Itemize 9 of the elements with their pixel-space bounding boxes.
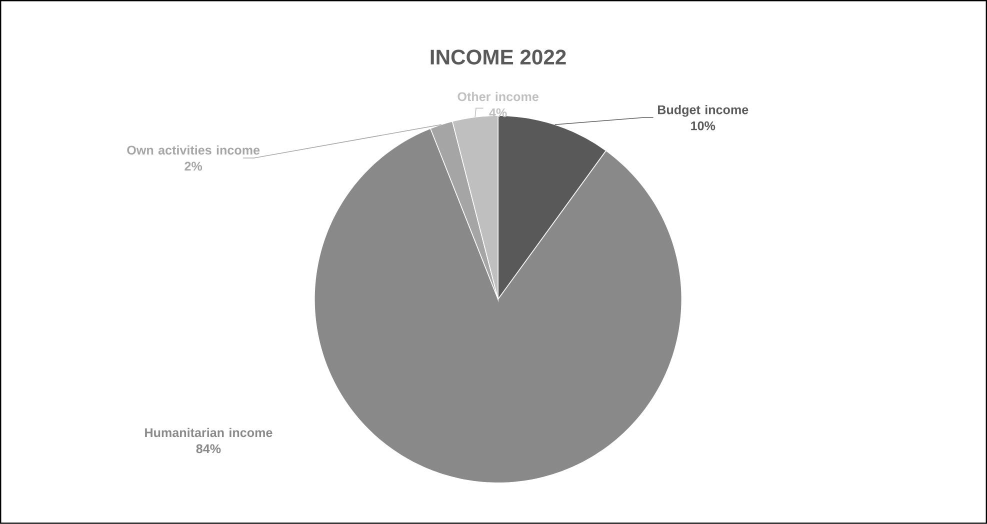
- slice-label: Humanitarian income: [145, 428, 272, 438]
- data-label: 2%: [184, 162, 202, 171]
- slice-label: Budget income: [658, 105, 748, 117]
- slice-label: Own activities income: [127, 145, 260, 155]
- slice-label: Other income: [458, 92, 538, 102]
- data-label: 84%: [196, 444, 221, 454]
- chart-title: INCOME 2022: [430, 50, 566, 65]
- data-label: 4%: [489, 108, 507, 118]
- data-label: 10%: [691, 121, 716, 130]
